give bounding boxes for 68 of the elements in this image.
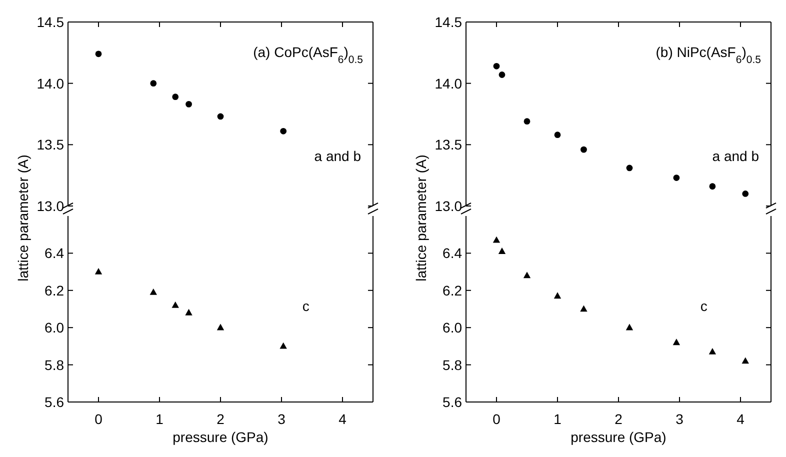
point: [709, 183, 716, 190]
point: [708, 348, 716, 354]
y-tick-label: 5.8: [442, 356, 462, 373]
annotation: c: [302, 298, 310, 314]
x-tick-label: 2: [216, 411, 225, 427]
x-tick-label: 3: [676, 411, 684, 427]
y-tick-label: 6.2: [44, 282, 64, 298]
y-tick-label: 13.5: [434, 136, 462, 153]
point: [673, 174, 680, 181]
x-tick-label: 3: [278, 411, 286, 427]
point: [498, 248, 506, 254]
point: [492, 236, 500, 243]
y-tick-label: 14.0: [36, 75, 64, 92]
annotation: (b) NiPc(AsF$_{6}$)$_{0.5}$: [656, 44, 762, 66]
point: [280, 342, 287, 349]
point: [742, 190, 749, 197]
annotation: (a) CoPc(AsF$_{6}$)$_{0.5}$: [253, 44, 364, 66]
y-axis-title: lattice parameter (A): [15, 154, 31, 282]
point: [185, 308, 192, 316]
y-tick-label: 13.0: [36, 198, 64, 214]
y-tick-label: 6.4: [442, 245, 462, 262]
y-tick-label: 6.4: [44, 245, 64, 262]
point: [172, 94, 179, 100]
y-tick-label: 14.5: [434, 14, 462, 30]
point: [554, 292, 562, 299]
point: [216, 324, 224, 330]
point: [524, 118, 530, 125]
point: [186, 100, 192, 108]
y-tick-label: 6.2: [442, 282, 462, 298]
x-tick-label: 1: [156, 411, 164, 427]
annotation: c: [700, 298, 708, 314]
x-tick-label: 0: [94, 411, 103, 427]
point: [217, 113, 224, 120]
point: [94, 268, 102, 274]
point: [523, 272, 531, 278]
point: [498, 72, 506, 78]
point: [626, 164, 633, 172]
x-tick-label: 1: [554, 411, 562, 427]
point: [172, 301, 179, 308]
y-tick-label: 13.0: [434, 198, 462, 214]
point: [493, 62, 500, 70]
annotation: a and b: [712, 148, 760, 164]
y-axis-title: lattice parameter (A): [413, 154, 429, 282]
point: [554, 132, 561, 138]
point: [672, 338, 680, 346]
x-tick-label: 2: [614, 411, 623, 427]
x-tick-label: 4: [338, 411, 347, 427]
y-tick-label: 14.5: [36, 14, 64, 30]
y-tick-label: 5.6: [442, 394, 462, 410]
point: [580, 305, 588, 312]
y-tick-label: 13.5: [36, 136, 64, 153]
x-tick-label: 0: [492, 411, 501, 427]
x-tick-label: 4: [736, 411, 745, 427]
x-axis-title: pressure (GPa): [172, 429, 268, 445]
x-axis-title: pressure (GPa): [570, 429, 666, 445]
y-tick-label: 5.6: [44, 394, 64, 410]
y-tick-label: 6.0: [44, 320, 64, 336]
point: [280, 128, 287, 134]
point: [742, 357, 749, 364]
y-tick-label: 5.8: [44, 356, 64, 373]
point: [580, 146, 587, 153]
point: [150, 80, 157, 87]
y-tick-label: 6.0: [442, 320, 462, 336]
point: [150, 288, 157, 295]
y-tick-label: 14.0: [434, 75, 462, 92]
point: [626, 324, 634, 330]
annotation: a and b: [314, 148, 362, 164]
point: [95, 50, 102, 58]
